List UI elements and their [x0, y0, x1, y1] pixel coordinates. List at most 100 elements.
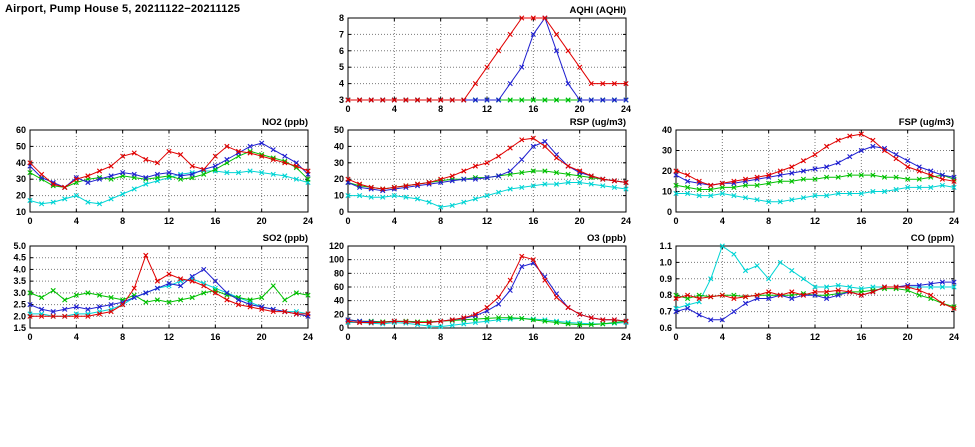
- aqhi-plot-svg: 0 4 8 12 16 20 24 3 4 5 6 7 8 AQHI (AQHI): [339, 5, 631, 114]
- x-tick-label: 12: [810, 332, 820, 342]
- chart-title: O3 (ppb): [587, 233, 626, 244]
- x-tick-label: 24: [621, 332, 631, 342]
- series-green-markers: [673, 286, 957, 310]
- x-tick-label: 20: [575, 216, 585, 226]
- x-tick-label: 20: [575, 104, 585, 114]
- series-red: [673, 131, 957, 188]
- x-tick-label: 8: [766, 216, 771, 226]
- series-green: [673, 172, 957, 193]
- y-tick-label: 20: [334, 174, 344, 184]
- x-tick-label: 0: [345, 104, 350, 114]
- x-tick-label: 16: [856, 216, 866, 226]
- x-tick-label: 20: [257, 332, 267, 342]
- x-tick-label: 12: [810, 216, 820, 226]
- x-tick-label: 4: [74, 216, 79, 226]
- chart-no2: 0 4 8 12 16 20 24 10 20 30 40 50 60 NO2 (ppb): [0, 112, 314, 238]
- x-tick-label: 16: [210, 332, 220, 342]
- co-plot-svg: 0 4 8 12 16 20 24 0.6 0.7 0.8 0.9 1.0 1.1 CO (ppm): [659, 233, 959, 342]
- so2-plot-svg: 0 4 8 12 16 20 24 1.5 2.02.5 3.0 3.5 4.04.5 5.0 SO2 (…: [13, 233, 313, 342]
- y-tick-label: 40: [16, 158, 26, 168]
- page-title: Airport, Pump House 5, 20211122−20211125: [5, 3, 241, 15]
- x-tick-label: 24: [621, 104, 631, 114]
- x-tick-label: 12: [164, 216, 174, 226]
- rsp-plot-svg: 0 4 8 12 16 20 24 0 10 20 30 40 50 RSP (ug/m3): [334, 117, 631, 226]
- series-cyan-markers: [27, 168, 311, 207]
- y-tick-label: 80: [334, 268, 344, 278]
- gridlines: [347, 129, 627, 213]
- x-tick-label: 20: [903, 332, 913, 342]
- tick-marks: [347, 129, 627, 213]
- series-cyan-markers: [345, 179, 629, 210]
- series-blue-markers: [27, 140, 311, 190]
- y-tick-label: 10: [662, 187, 672, 197]
- chart-fsp: 0 4 8 12 16 20 24 0 10 20 30 40 FSP (ug/m3): [646, 112, 960, 238]
- y-tick-label: 30: [662, 146, 672, 156]
- tick-marks: [29, 129, 309, 213]
- axis-labels: 0 4 8 12 16 20 24 10 20 30 40 50 60 NO2 (ppb): [16, 117, 313, 226]
- y-tick-label: 0: [339, 207, 344, 217]
- x-tick-label: 4: [392, 104, 397, 114]
- x-tick-label: 16: [856, 332, 866, 342]
- x-tick-label: 8: [120, 332, 125, 342]
- y-tick-label: 0.7: [659, 307, 672, 317]
- x-tick-label: 8: [766, 332, 771, 342]
- y-tick-label: 3.0: [13, 288, 26, 298]
- y-tick-label: 120: [329, 241, 344, 251]
- y-tick-label: 2.5: [13, 300, 26, 310]
- y-tick-label: 3: [339, 95, 344, 105]
- gridlines: [29, 245, 309, 329]
- y-tick-label: 5.0: [13, 241, 26, 251]
- series-cyan: [673, 182, 957, 205]
- series-blue: [27, 140, 311, 190]
- series-green-markers: [673, 172, 957, 193]
- y-tick-label: 1.5: [13, 323, 26, 333]
- series-cyan: [345, 179, 629, 210]
- y-tick-label: 1.1: [659, 241, 672, 251]
- series-red: [27, 252, 311, 319]
- x-tick-label: 12: [482, 104, 492, 114]
- chart-title: RSP (ug/m3): [570, 117, 626, 128]
- tick-marks: [29, 245, 309, 329]
- x-tick-label: 24: [303, 216, 313, 226]
- x-tick-label: 0: [673, 332, 678, 342]
- y-tick-label: 0.9: [659, 274, 672, 284]
- series-green-markers: [27, 283, 311, 305]
- x-tick-label: 24: [621, 216, 631, 226]
- y-tick-label: 10: [16, 207, 26, 217]
- x-tick-label: 0: [345, 332, 350, 342]
- axis-labels: 0 4 8 12 16 20 24 0.6 0.7 0.8 0.9 1.0 1.1 CO (ppm): [659, 233, 959, 342]
- series-red: [673, 284, 957, 311]
- o3-plot-svg: 0 4 8 12 16 20 24 0 20 40 60 80 100 120 O3 (ppb): [329, 233, 631, 342]
- chart-co: 0 4 8 12 16 20 24 0.6 0.7 0.8 0.9 1.0 1.1 CO (ppm): [646, 228, 960, 354]
- series-red-markers: [27, 143, 311, 190]
- series-red-markers: [673, 131, 957, 188]
- series-red-markers: [345, 135, 629, 192]
- chart-rsp: 0 4 8 12 16 20 24 0 10 20 30 40 50 RSP (ug/m3): [318, 112, 632, 238]
- series-cyan-markers: [673, 182, 957, 205]
- series-red: [345, 253, 629, 326]
- series-green: [27, 148, 311, 190]
- x-tick-label: 8: [438, 332, 443, 342]
- chart-aqhi: 0 4 8 12 16 20 24 3 4 5 6 7 8 AQHI (AQHI): [318, 0, 632, 126]
- y-tick-label: 20: [16, 191, 26, 201]
- y-tick-label: 0.6: [659, 323, 672, 333]
- x-tick-label: 16: [528, 216, 538, 226]
- axis-labels: 0 4 8 12 16 20 24 3 4 5 6 7 8 AQHI (AQHI): [339, 5, 631, 114]
- x-tick-label: 12: [164, 332, 174, 342]
- y-tick-label: 10: [334, 191, 344, 201]
- fsp-plot-svg: 0 4 8 12 16 20 24 0 10 20 30 40 FSP (ug/m3): [662, 117, 959, 226]
- y-tick-label: 4: [339, 79, 344, 89]
- y-tick-label: 20: [662, 166, 672, 176]
- x-tick-label: 4: [74, 332, 79, 342]
- x-tick-label: 20: [903, 216, 913, 226]
- series-red: [345, 15, 629, 103]
- y-tick-label: 1.0: [659, 257, 672, 267]
- series-red: [345, 135, 629, 192]
- x-tick-label: 8: [438, 216, 443, 226]
- y-tick-label: 0.8: [659, 290, 672, 300]
- axis-labels: 0 4 8 12 16 20 24 0 10 20 30 40 50 RSP (ug/m3): [334, 117, 631, 226]
- chart-title: FSP (ug/m3): [899, 117, 954, 128]
- y-tick-label: 50: [334, 125, 344, 135]
- x-tick-label: 16: [210, 216, 220, 226]
